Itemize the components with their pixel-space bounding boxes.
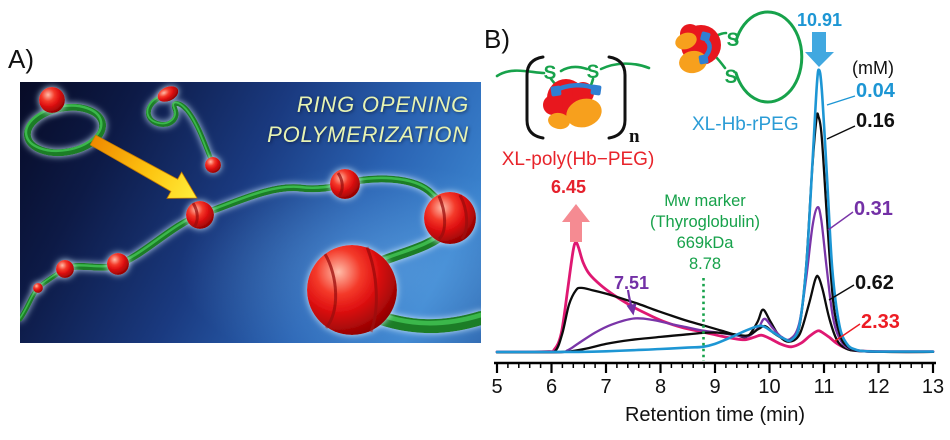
mw-marker-line4: 8.78 xyxy=(688,255,722,273)
schematic-rpeg-label: XL-Hb-rPEG xyxy=(692,114,799,135)
x-tick-label-8: 8 xyxy=(654,376,667,398)
schematic-xl-poly: S S n xyxy=(495,55,651,147)
panel-a-illustration: RING OPENING POLYMERIZATION xyxy=(20,82,481,343)
x-tick-label-6: 6 xyxy=(545,376,558,398)
x-tick-label-13: 13 xyxy=(921,376,945,398)
sulfur-label-bottom: S xyxy=(725,67,738,88)
sulfur-label-right: S xyxy=(587,62,600,83)
chain-cap xyxy=(157,86,179,102)
x-tick-label-5: 5 xyxy=(491,376,503,398)
sphere-grooves xyxy=(191,172,469,333)
peg-ring xyxy=(734,10,804,104)
leader-2.33 xyxy=(834,323,861,342)
hb-protein-ring xyxy=(675,24,721,74)
sulfur-label-left: S xyxy=(544,63,557,84)
leader-0.62 xyxy=(828,284,855,301)
panel-a-label: A) xyxy=(8,44,34,74)
arrow-down-10.91 xyxy=(805,32,834,67)
sphere-large xyxy=(307,245,397,335)
x-axis-ticks xyxy=(495,363,935,373)
schematic-xl-rpeg: S S xyxy=(675,10,804,104)
panel-a-title-line1: RING OPENING xyxy=(296,92,469,117)
annotation-7.51: 7.51 xyxy=(614,273,650,293)
sphere xyxy=(330,169,360,199)
legend-label-0.04: 0.04 xyxy=(856,80,895,102)
mw-marker-line1: Mw marker xyxy=(664,192,746,210)
panel-a-art xyxy=(20,86,481,335)
x-axis-tick-labels: 5 6 7 8 9 10 11 12 13 xyxy=(0,376,950,400)
legend-label-0.16: 0.16 xyxy=(856,110,895,132)
x-tick-label-12: 12 xyxy=(867,376,890,398)
annotation-6.45: 6.45 xyxy=(551,177,587,197)
sphere xyxy=(56,260,74,278)
panel-a-title-line2: POLYMERIZATION xyxy=(267,122,469,148)
x-tick-label-7: 7 xyxy=(600,376,612,398)
x-tick-label-9: 9 xyxy=(709,376,721,398)
chain-blob xyxy=(205,157,221,173)
x-axis-title: Retention time (min) xyxy=(624,404,806,426)
annotation-10.91: 10.91 xyxy=(797,10,843,30)
x-tick-label-10: 10 xyxy=(758,376,781,398)
crosslink xyxy=(550,83,602,97)
peg-strand xyxy=(495,62,651,92)
leader-0.16 xyxy=(826,125,856,140)
mw-marker-text: Mw marker (Thyroglobulin) 669kDa 8.78 xyxy=(622,191,788,275)
sphere xyxy=(33,283,43,293)
brackets xyxy=(525,55,627,140)
legend-label-2.33: 2.33 xyxy=(861,311,900,333)
mw-marker-line2: (Thyroglobulin) xyxy=(649,213,761,231)
crosslink-ring xyxy=(698,31,712,65)
arrow-up-6.45 xyxy=(562,204,590,242)
leader-0.04 xyxy=(826,95,856,106)
repeat-subscript-n: n xyxy=(629,126,640,147)
x-axis xyxy=(494,361,936,373)
x-tick-label-11: 11 xyxy=(813,376,835,398)
mw-marker-line3: 669kDa xyxy=(676,234,734,252)
legend-label-0.31: 0.31 xyxy=(854,198,893,220)
panel-b-label: B) xyxy=(484,24,510,54)
monomer-spheres xyxy=(33,86,476,335)
schematic-poly-label: XL-poly(Hb−PEG) xyxy=(501,149,655,170)
ring-connectors xyxy=(713,31,728,70)
legend-label-0.62: 0.62 xyxy=(855,272,894,294)
hb-protein xyxy=(543,79,602,130)
ring-sphere xyxy=(39,87,65,113)
sphere xyxy=(107,253,129,275)
sphere xyxy=(424,192,476,244)
leader-0.31 xyxy=(827,211,854,231)
legend-units: (mM) xyxy=(852,58,894,78)
sphere xyxy=(186,201,214,229)
reaction-arrow xyxy=(89,134,198,199)
panel-a-title: RING OPENING POLYMERIZATION xyxy=(267,90,469,151)
sulfur-label-top: S xyxy=(727,30,740,51)
